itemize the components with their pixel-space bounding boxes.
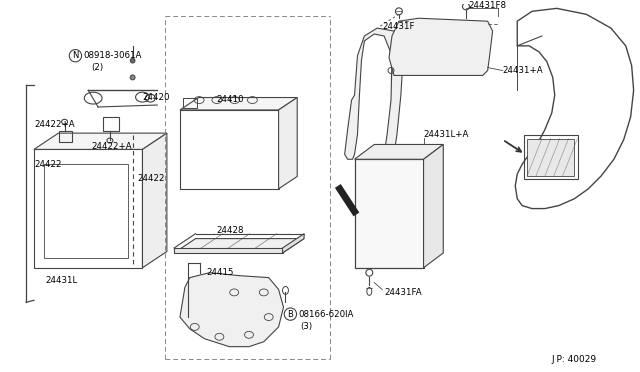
Polygon shape — [180, 97, 297, 110]
Text: (3): (3) — [300, 323, 312, 331]
Text: 24431+A: 24431+A — [502, 66, 543, 75]
Polygon shape — [278, 97, 297, 189]
Ellipse shape — [130, 58, 135, 63]
Text: 24422: 24422 — [34, 160, 61, 169]
Polygon shape — [34, 133, 167, 150]
Bar — [524, 135, 579, 179]
Text: 24420: 24420 — [143, 93, 170, 102]
Text: 24422+A: 24422+A — [34, 120, 75, 129]
Text: 24422: 24422 — [138, 174, 165, 183]
Text: N: N — [72, 51, 79, 60]
Polygon shape — [180, 273, 284, 347]
Bar — [355, 159, 424, 268]
Polygon shape — [174, 248, 282, 253]
Bar — [44, 164, 128, 258]
Text: 24431FA: 24431FA — [384, 288, 422, 297]
Polygon shape — [174, 238, 304, 253]
Polygon shape — [355, 144, 444, 159]
Text: 24431F8: 24431F8 — [468, 1, 506, 10]
Ellipse shape — [130, 75, 135, 80]
Polygon shape — [345, 28, 404, 179]
Text: 24431L+A: 24431L+A — [424, 130, 469, 139]
Text: 24428: 24428 — [216, 226, 244, 235]
Bar — [59, 131, 72, 142]
Text: 24415: 24415 — [207, 268, 234, 277]
Text: 08918-3061A: 08918-3061A — [83, 51, 141, 60]
Polygon shape — [424, 144, 444, 268]
Polygon shape — [282, 234, 304, 253]
Bar — [527, 138, 575, 176]
Text: 08166-620lA: 08166-620lA — [298, 310, 354, 318]
Text: 24422+A: 24422+A — [91, 142, 132, 151]
Bar — [183, 98, 196, 108]
Text: (2): (2) — [91, 63, 103, 72]
Polygon shape — [389, 18, 493, 76]
Text: 24410: 24410 — [216, 94, 244, 104]
Text: 24431L: 24431L — [46, 276, 78, 285]
Text: J P: 40029: J P: 40029 — [552, 355, 597, 364]
Polygon shape — [143, 133, 167, 268]
Text: 24431F: 24431F — [382, 22, 415, 31]
Bar — [103, 117, 119, 131]
Text: B: B — [287, 310, 293, 318]
